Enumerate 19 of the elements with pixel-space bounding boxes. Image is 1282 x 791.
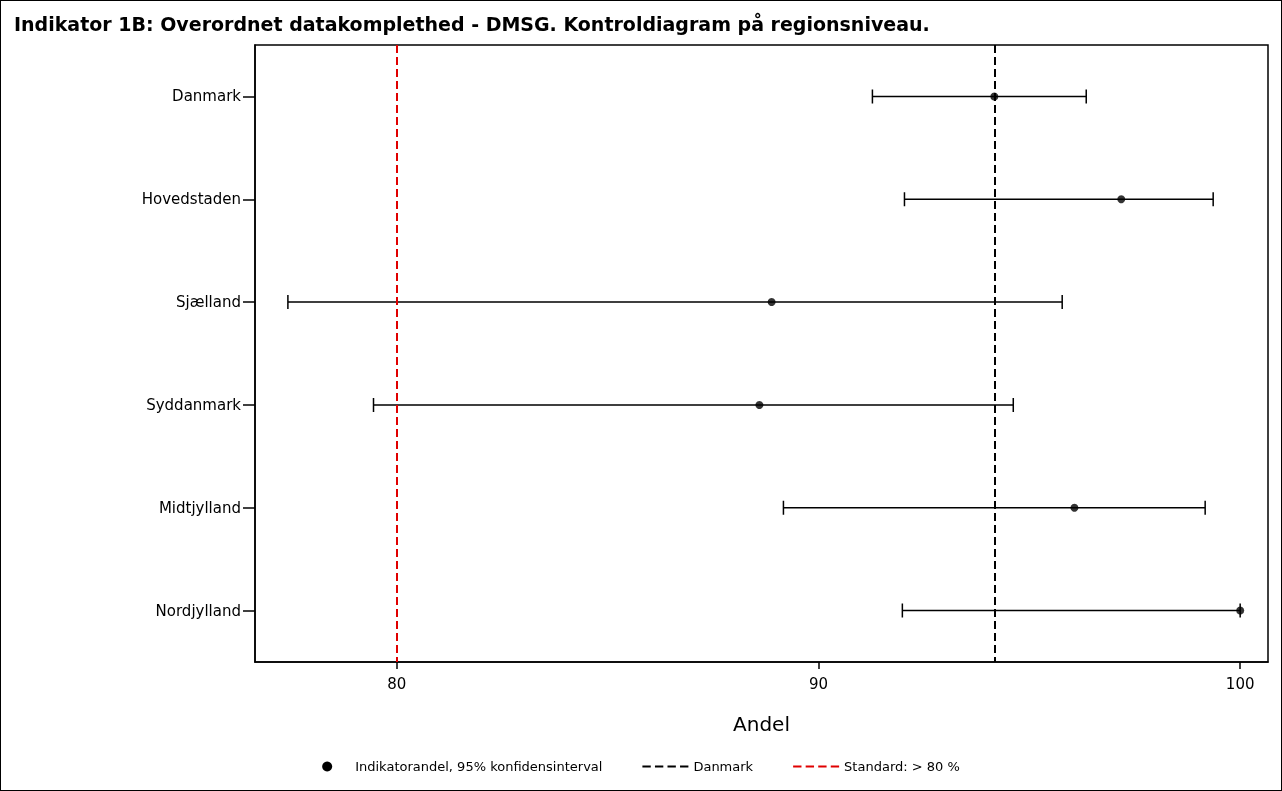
y-tick-label: Danmark [172,87,242,106]
legend-label: Standard: > 80 % [844,759,960,774]
x-axis-title: Andel [733,712,790,736]
point [1070,503,1079,512]
chart-title: Indikator 1B: Overordnet datakomplethed - DMSG. Kontroldiagram på regionsniveau. [14,11,930,35]
point [755,400,764,409]
point [1236,606,1245,615]
y-tick-label: Syddanmark [146,395,242,414]
x-tick-label: 80 [387,674,407,693]
x-tick-label: 100 [1225,674,1255,693]
point [1117,195,1126,204]
y-tick-label: Nordjylland [155,601,241,620]
y-tick-label: Midtjylland [158,498,241,517]
y-tick-label: Hovedstaden [141,190,241,209]
legend-label: Indikatorandel, 95% konfidensinterval [355,759,603,774]
y-tick-label: Sjælland [176,293,241,312]
x-tick-label: 90 [808,674,828,693]
point [767,298,776,307]
legend-label: Danmark [693,759,754,774]
